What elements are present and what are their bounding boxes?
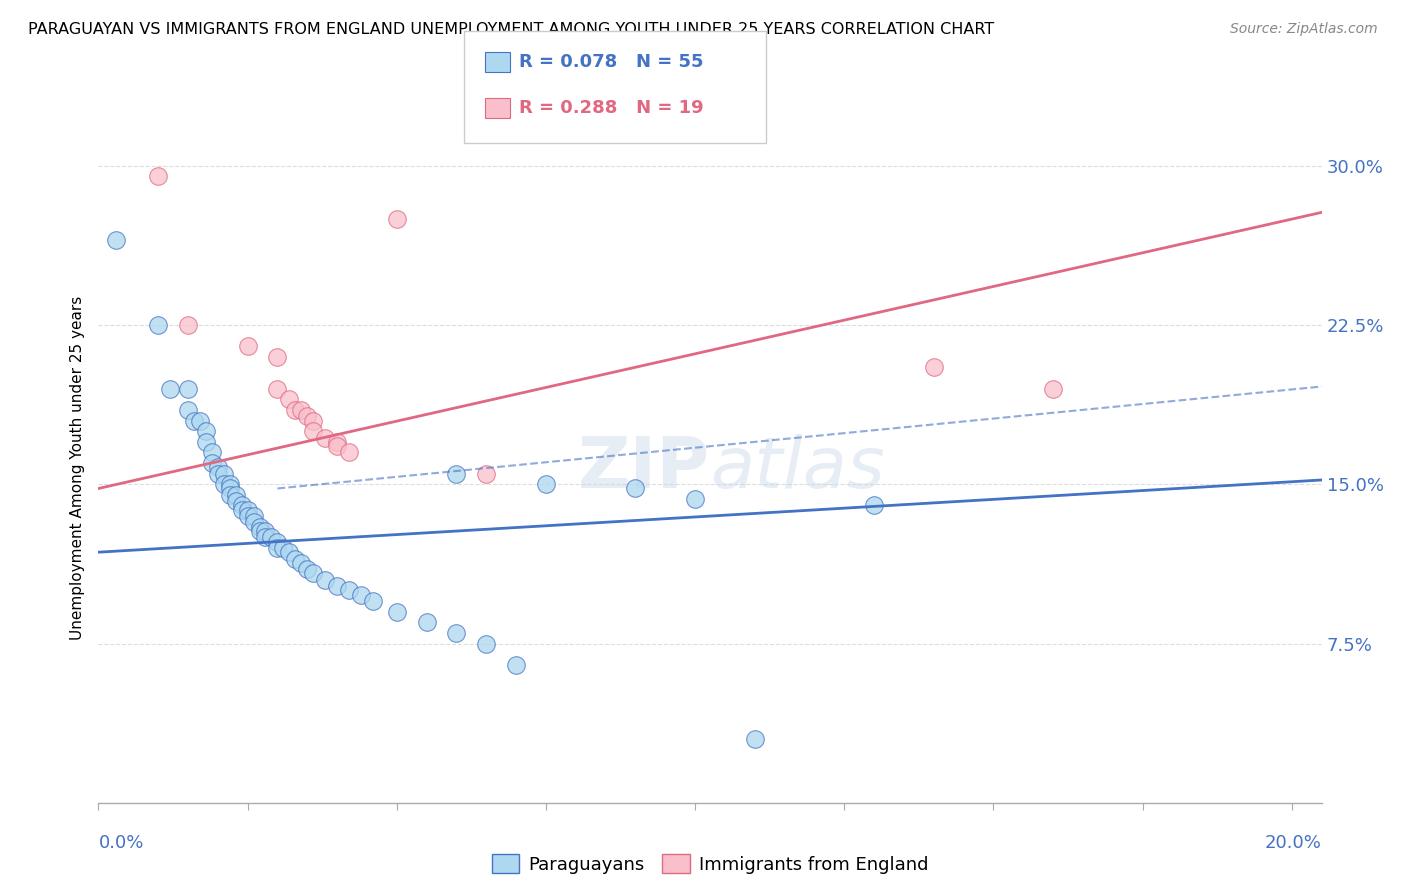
Point	[201, 456, 224, 470]
Point	[225, 494, 247, 508]
Point	[266, 350, 288, 364]
Point	[284, 403, 307, 417]
Point	[278, 392, 301, 407]
Point	[225, 488, 247, 502]
Point	[236, 509, 259, 524]
Text: ZIP: ZIP	[578, 434, 710, 503]
Point	[183, 413, 205, 427]
Text: R = 0.288   N = 19: R = 0.288 N = 19	[519, 99, 703, 117]
Point	[159, 382, 181, 396]
Point	[475, 467, 498, 481]
Point	[337, 583, 360, 598]
Text: 20.0%: 20.0%	[1265, 834, 1322, 852]
Point	[212, 467, 235, 481]
Point	[146, 318, 169, 332]
Point	[212, 477, 235, 491]
Point	[290, 556, 312, 570]
Point	[146, 169, 169, 184]
Point	[302, 424, 325, 438]
Point	[236, 339, 259, 353]
Point	[218, 482, 240, 496]
Point	[236, 502, 259, 516]
Point	[297, 409, 319, 424]
Point	[188, 413, 211, 427]
Point	[266, 382, 288, 396]
Point	[218, 488, 240, 502]
Text: Source: ZipAtlas.com: Source: ZipAtlas.com	[1230, 22, 1378, 37]
Point	[290, 403, 312, 417]
Point	[385, 211, 408, 226]
Point	[624, 482, 647, 496]
Point	[314, 430, 336, 444]
Text: PARAGUAYAN VS IMMIGRANTS FROM ENGLAND UNEMPLOYMENT AMONG YOUTH UNDER 25 YEARS CO: PARAGUAYAN VS IMMIGRANTS FROM ENGLAND UN…	[28, 22, 994, 37]
Point	[207, 467, 229, 481]
Text: R = 0.078   N = 55: R = 0.078 N = 55	[519, 53, 703, 70]
Point	[446, 467, 468, 481]
Point	[249, 519, 271, 533]
Point	[284, 551, 307, 566]
Point	[314, 573, 336, 587]
Text: 0.0%: 0.0%	[98, 834, 143, 852]
Point	[254, 530, 277, 544]
Point	[505, 657, 527, 672]
Point	[231, 502, 253, 516]
Point	[201, 445, 224, 459]
Y-axis label: Unemployment Among Youth under 25 years: Unemployment Among Youth under 25 years	[69, 296, 84, 640]
Point	[302, 413, 325, 427]
Legend: Paraguayans, Immigrants from England: Paraguayans, Immigrants from England	[485, 847, 935, 880]
Point	[249, 524, 271, 538]
Point	[177, 318, 200, 332]
Point	[231, 499, 253, 513]
Point	[105, 233, 128, 247]
Point	[194, 424, 217, 438]
Point	[350, 588, 373, 602]
Point	[361, 594, 384, 608]
Point	[744, 732, 766, 747]
Point	[242, 516, 264, 530]
Point	[302, 566, 325, 581]
Point	[326, 439, 349, 453]
Point	[177, 382, 200, 396]
Point	[254, 524, 277, 538]
Point	[242, 509, 264, 524]
Point	[863, 499, 886, 513]
Point	[273, 541, 295, 555]
Point	[1042, 382, 1064, 396]
Point	[446, 626, 468, 640]
Point	[475, 636, 498, 650]
Point	[326, 579, 349, 593]
Point	[266, 541, 288, 555]
Point	[218, 477, 240, 491]
Point	[326, 434, 349, 449]
Point	[337, 445, 360, 459]
Point	[177, 403, 200, 417]
Point	[534, 477, 557, 491]
Point	[297, 562, 319, 576]
Point	[207, 460, 229, 475]
Text: atlas: atlas	[710, 434, 884, 503]
Point	[266, 534, 288, 549]
Point	[683, 492, 706, 507]
Point	[278, 545, 301, 559]
Point	[922, 360, 945, 375]
Point	[260, 530, 283, 544]
Point	[415, 615, 437, 630]
Point	[194, 434, 217, 449]
Point	[385, 605, 408, 619]
